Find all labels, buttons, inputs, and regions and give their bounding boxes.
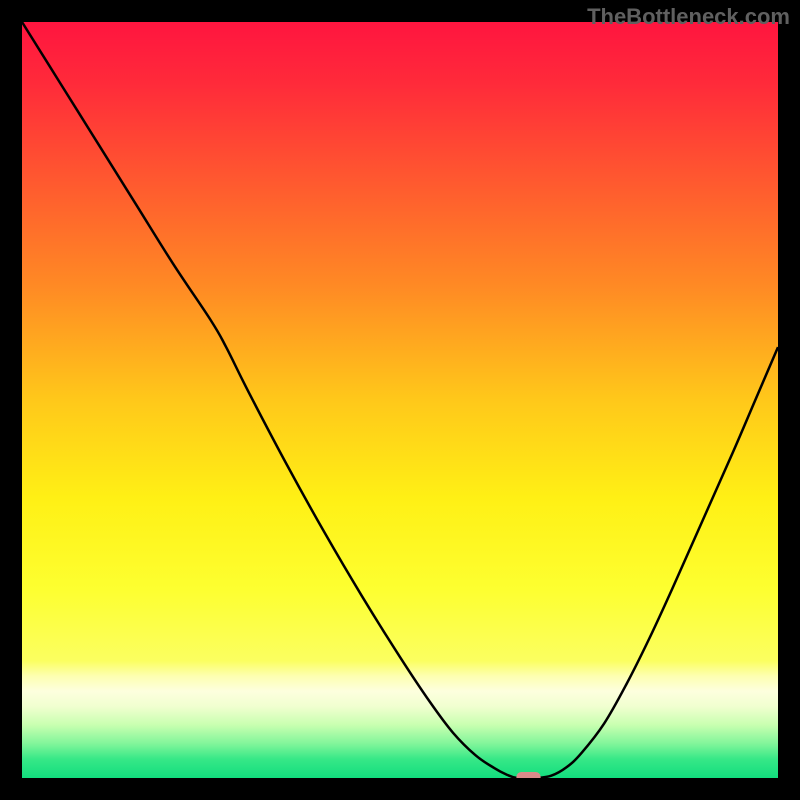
source-watermark: TheBottleneck.com xyxy=(587,4,790,30)
chart-plot-background xyxy=(22,22,778,778)
bottleneck-chart-container: TheBottleneck.com xyxy=(0,0,800,800)
bottleneck-chart xyxy=(0,0,800,800)
